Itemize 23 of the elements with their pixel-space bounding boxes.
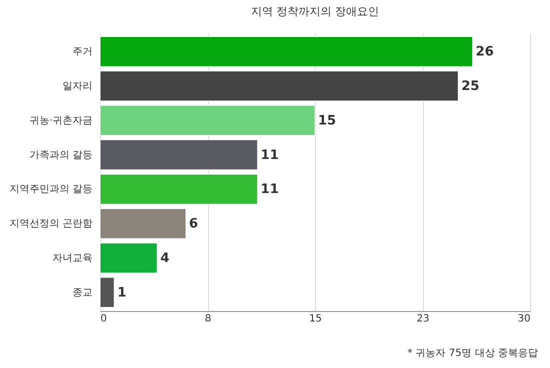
y-tick-label: 종교	[72, 287, 92, 298]
y-tick-label: 자녀교육	[52, 253, 92, 264]
y-tick-label: 일자리	[62, 80, 92, 92]
x-tick-label: 23	[416, 314, 430, 324]
data-label: 11	[260, 182, 279, 198]
data-label: 15	[318, 113, 336, 128]
y-tick-label: 지역주민과의 갈등	[9, 184, 92, 196]
data-label: 26	[476, 44, 494, 60]
chart-title: 지역 정착까지의 장애요인	[251, 5, 379, 18]
data-label: 6	[189, 216, 198, 232]
x-tick-label: 15	[309, 314, 322, 324]
text: * 귀농자 75명 대상 중복응답	[408, 347, 538, 360]
x-tick-label: 0	[100, 314, 107, 324]
data-label: 25	[461, 78, 480, 94]
y-tick-label: 가족과의 갈등	[29, 150, 92, 161]
y-tick-label: 지역선정의 곤란함	[9, 218, 92, 230]
y-tick-label: 귀농·귀촌자금	[29, 115, 92, 126]
data-label: 4	[160, 251, 170, 266]
x-tick-label: 30	[518, 314, 530, 324]
data-label: 11	[260, 148, 279, 163]
x-tick-label: 8	[204, 314, 212, 324]
y-tick-label: 주거	[72, 46, 92, 58]
data-label: 1	[117, 285, 126, 300]
